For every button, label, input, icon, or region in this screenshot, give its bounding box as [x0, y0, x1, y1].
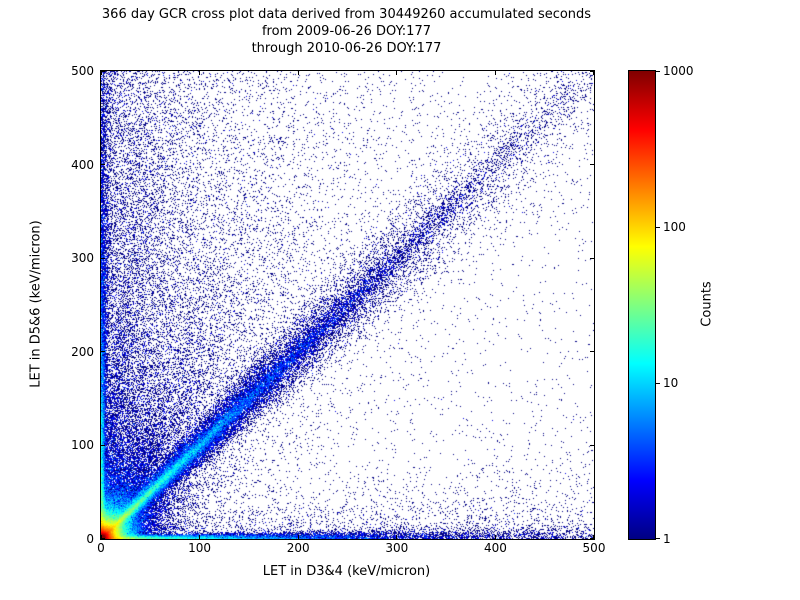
y-tick — [101, 537, 105, 539]
y-tick — [590, 257, 594, 259]
colorbar-tick-label: 100 — [663, 220, 686, 234]
x-tick — [396, 71, 398, 75]
x-tick-label: 200 — [286, 541, 310, 555]
y-tick — [590, 537, 594, 539]
chart-title-line-3: through 2010-06-26 DOY:177 — [251, 41, 442, 56]
x-tick — [100, 71, 102, 75]
colorbar-tick-label: 10 — [663, 376, 679, 390]
scatter-density-canvas — [101, 71, 594, 539]
y-tick — [101, 444, 105, 446]
x-tick — [199, 71, 201, 75]
x-tick — [396, 535, 398, 539]
x-tick-label: 500 — [582, 541, 606, 555]
y-tick — [101, 351, 105, 353]
y-tick — [590, 351, 594, 353]
x-tick — [100, 535, 102, 539]
y-tick-label: 400 — [71, 157, 94, 172]
y-tick-label: 100 — [71, 438, 94, 453]
y-tick-label: 0 — [86, 532, 94, 546]
colorbar-tick — [656, 70, 660, 72]
y-tick — [101, 70, 105, 72]
colorbar-tick-label: 1000 — [663, 64, 694, 78]
y-axis-label: LET in D5&6 (keV/micron) — [28, 220, 44, 388]
plot-area — [100, 70, 595, 540]
x-tick-label: 400 — [483, 541, 507, 555]
colorbar-tick — [656, 537, 660, 539]
x-axis-label: LET in D3&4 (keV/micron) — [262, 564, 431, 579]
x-tick-label: 100 — [188, 541, 212, 555]
y-tick-label: 200 — [71, 344, 94, 359]
y-tick — [590, 70, 594, 72]
y-tick-label: 300 — [71, 251, 94, 266]
x-tick — [592, 535, 594, 539]
x-tick — [199, 535, 201, 539]
y-tick — [101, 257, 105, 259]
colorbar-tick — [656, 226, 660, 228]
colorbar — [628, 70, 656, 540]
x-tick — [297, 71, 299, 75]
x-tick — [297, 535, 299, 539]
y-tick — [590, 164, 594, 166]
chart-title-line-2: from 2009-06-26 DOY:177 — [261, 24, 431, 39]
x-tick-label: 0 — [97, 541, 105, 555]
colorbar-label: Counts — [699, 281, 715, 327]
x-tick — [592, 71, 594, 75]
colorbar-tick — [656, 382, 660, 384]
x-tick — [494, 535, 496, 539]
chart-title-line-1: 366 day GCR cross plot data derived from… — [101, 7, 592, 22]
y-tick — [101, 164, 105, 166]
colorbar-tick-label: 1 — [663, 532, 671, 546]
x-tick-label: 300 — [385, 541, 409, 555]
y-tick-label: 500 — [71, 64, 94, 78]
x-tick — [494, 71, 496, 75]
y-tick — [590, 444, 594, 446]
